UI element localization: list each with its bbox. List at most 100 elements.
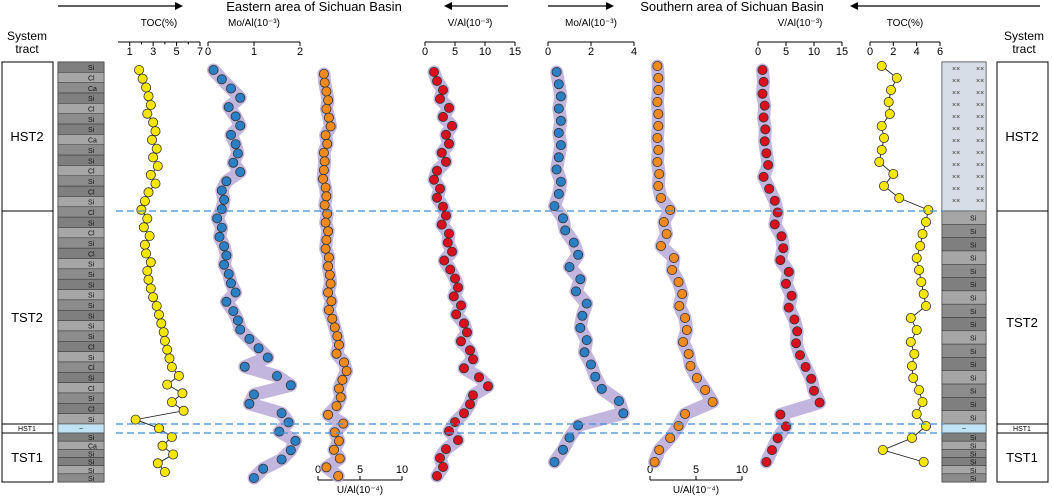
lith-right-bed <box>941 343 987 358</box>
lith-left-bed <box>57 185 105 197</box>
panel-4-point <box>564 432 575 443</box>
panel-0-point <box>148 152 159 163</box>
panel-7-point <box>891 73 902 84</box>
lith-right-bed <box>941 383 987 398</box>
panel-2-point <box>323 287 334 298</box>
panel-2-point <box>328 444 339 455</box>
panel-7-point <box>921 300 932 311</box>
system-tract-label-right-1: System <box>1004 29 1044 43</box>
lith-left-bed <box>57 61 105 73</box>
panel-5-point <box>673 420 684 431</box>
panel-7-point <box>876 144 887 155</box>
lith-right-hatch-mark: ×× <box>976 102 984 109</box>
lith-left-lith-label: Si <box>88 303 95 310</box>
lith-left-lith-label: Cl <box>88 169 95 176</box>
panel-1-point <box>235 324 246 335</box>
panel-3-point <box>434 452 445 463</box>
panel-3-point <box>448 291 459 302</box>
panel-6-point <box>769 195 780 206</box>
panel-0-point <box>166 431 177 442</box>
panel-5-point <box>683 348 694 359</box>
lith-left-bed <box>57 278 105 290</box>
panel-0-point <box>162 379 173 390</box>
lith-right-hatch-mark: ×× <box>976 198 984 205</box>
panel-4-point <box>564 261 575 272</box>
lith-right-bed <box>941 457 987 466</box>
lith-right-bed <box>941 449 987 458</box>
lith-left-lith-label: Cl <box>88 365 95 372</box>
panel-0-tick-label: 7 <box>197 46 203 58</box>
panel-1-point <box>221 296 232 307</box>
panel-6-point <box>809 385 820 396</box>
panel-3-point <box>455 336 466 347</box>
panel-5-point <box>665 204 676 215</box>
panel-6-point <box>814 397 825 408</box>
panel-1-point <box>219 259 230 270</box>
panel-0-point <box>159 466 170 477</box>
panel-4-point <box>553 103 564 114</box>
tract-column-left: HST2 TST2 HST1 TST1 <box>1 61 54 483</box>
lith-left-lith-label: Si <box>88 355 95 362</box>
panel-4-point <box>568 237 579 248</box>
panel-7: 0 2 4 6 TOC(%) <box>867 18 943 467</box>
lith-left-bed <box>57 361 105 373</box>
lith-right-bed <box>941 250 987 265</box>
panel-2-point <box>318 165 329 176</box>
panel-7-point <box>918 456 929 467</box>
panel-2-point <box>318 69 329 80</box>
panel-5-point <box>652 97 663 108</box>
panel-2-point <box>333 383 344 394</box>
lith-left-bed <box>57 175 105 187</box>
lith-left-bed <box>57 154 105 166</box>
panel-7-point <box>908 372 919 383</box>
lith-left-lith-label: Cl <box>88 107 95 114</box>
lith-left-lith-label: Si <box>88 334 95 341</box>
panel-1-point <box>235 166 246 177</box>
lith-left-bed <box>57 237 105 249</box>
panel-4-point <box>549 201 560 212</box>
panel-6-axis-label: V/Al(10⁻³) <box>778 18 823 29</box>
panel-5-point <box>653 109 664 120</box>
header: Eastern area of Sichuan Basin Southern a… <box>58 0 1040 14</box>
lith-left-bed <box>57 165 105 177</box>
panel-3-tick-label: 0 <box>422 46 428 58</box>
panel-4-point <box>553 188 564 199</box>
panel-0-point <box>164 353 175 364</box>
panel-2-point <box>334 453 345 464</box>
lith-right-bed <box>941 303 987 318</box>
lith-left-bed <box>57 413 105 425</box>
panel-4-point <box>573 420 584 431</box>
panel-7-axis-label: TOC(%) <box>887 18 923 29</box>
panel-0-axis-label: TOC(%) <box>141 18 177 29</box>
panel-1-point <box>225 278 236 289</box>
panel-7-point <box>876 61 887 72</box>
panel-6-point <box>781 278 792 289</box>
lithology-column-right: ×× ×× ×× ×× ×× ×× ×× ×× ×× ×× ×× ×× ×× ×× ×× ×× ×× ×× ×× ××… <box>941 61 987 483</box>
panel-5-tick-label: 5 <box>693 464 699 476</box>
panel-1-point <box>225 83 236 94</box>
panel-3-point <box>437 461 448 472</box>
panel-0-point <box>142 213 153 224</box>
panel-1-point <box>219 194 230 205</box>
panel-1-point <box>212 213 223 224</box>
panel-5-point <box>658 216 669 227</box>
lithology-column-left: SiClCaSiClSiSiCaSiSiClSiClSiClSiClSiClSi… <box>57 61 105 483</box>
lith-right-lith-label: Si <box>970 309 977 316</box>
panel-7-point <box>874 156 885 167</box>
panel-6-point <box>758 171 769 182</box>
lith-left-bed <box>57 258 105 270</box>
lith-left-bed <box>57 103 105 114</box>
panel-5-point <box>649 456 660 467</box>
panel-1-point <box>223 102 234 113</box>
lith-left-bed <box>57 299 105 311</box>
panel-7-point <box>911 324 922 335</box>
panel-1-point <box>235 92 246 103</box>
panel-0-point <box>148 292 159 303</box>
lith-left-bed <box>57 382 105 394</box>
title-eastern: Eastern area of Sichuan Basin <box>226 0 402 14</box>
lith-left-lith-label: Si <box>88 220 95 227</box>
panel-0-point <box>142 265 153 276</box>
lith-right-bed <box>941 357 987 371</box>
lith-left-lith-label: Cl <box>88 251 95 258</box>
lith-left-lith-label: Si <box>88 241 95 248</box>
